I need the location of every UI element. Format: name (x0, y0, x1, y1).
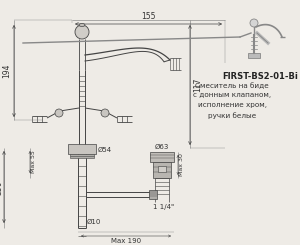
Text: FIRST-BS2-01-Bi: FIRST-BS2-01-Bi (222, 72, 298, 81)
Text: 155: 155 (141, 12, 156, 21)
Text: Max 55: Max 55 (31, 151, 36, 173)
Text: 194: 194 (2, 64, 11, 78)
Bar (158, 166, 166, 172)
Text: 350: 350 (0, 181, 3, 195)
Bar (70, 154, 94, 158)
Text: Max 190: Max 190 (111, 238, 141, 244)
Bar (153, 162, 171, 178)
Circle shape (55, 109, 63, 117)
Bar (149, 190, 157, 199)
Text: 1 1/4": 1 1/4" (153, 204, 175, 210)
Bar (150, 152, 174, 162)
Text: Ø54: Ø54 (98, 147, 112, 153)
Text: с донным клапаном,: с донным клапаном, (193, 92, 271, 98)
Circle shape (75, 25, 89, 39)
Bar (248, 53, 260, 58)
Text: Смеситель на биде: Смеситель на биде (195, 82, 269, 89)
Text: 117: 117 (193, 78, 202, 92)
Text: Max 30: Max 30 (179, 154, 184, 176)
Text: Ø10: Ø10 (87, 219, 101, 225)
Circle shape (101, 109, 109, 117)
Ellipse shape (79, 24, 85, 26)
Text: исполнение хром,: исполнение хром, (197, 102, 266, 108)
Bar (68, 144, 96, 154)
Text: ручки белые: ручки белые (208, 112, 256, 119)
Circle shape (250, 19, 258, 27)
Text: Ø63: Ø63 (155, 144, 169, 150)
